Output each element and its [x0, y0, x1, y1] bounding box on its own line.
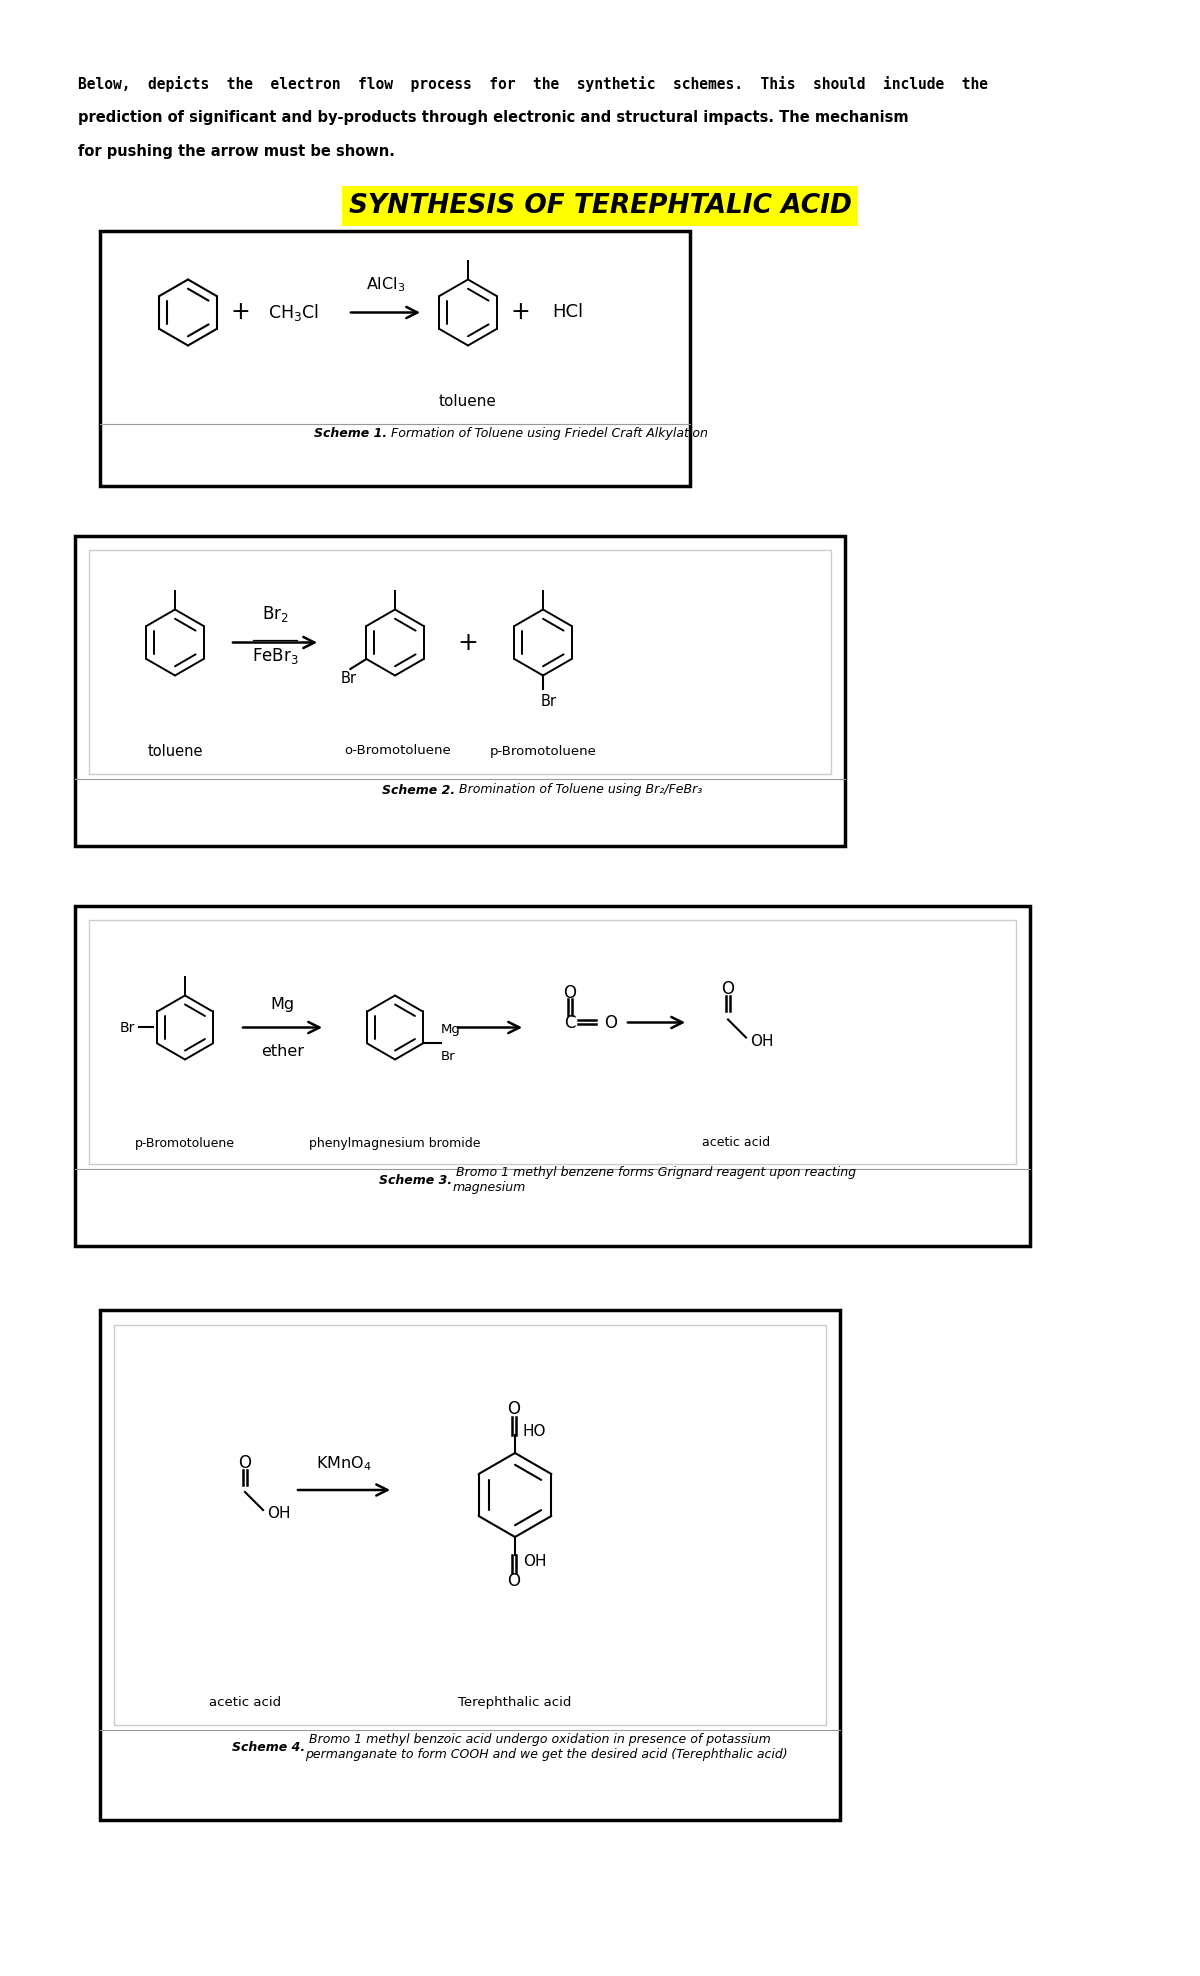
Text: O: O [564, 984, 576, 1002]
Text: acetic acid: acetic acid [702, 1136, 770, 1150]
Text: Bromo 1 methyl benzene forms Grignard reagent upon reacting
magnesium: Bromo 1 methyl benzene forms Grignard re… [452, 1166, 857, 1194]
Bar [89, 921, 1016, 1164]
Text: Br$_2$: Br$_2$ [262, 605, 288, 624]
Text: Scheme 4.: Scheme 4. [232, 1741, 305, 1753]
Bar [114, 1326, 826, 1725]
Bar [100, 1310, 840, 1820]
Text: Br: Br [440, 1049, 455, 1063]
Text: Mg: Mg [270, 996, 294, 1012]
Text: p-Bromotoluene: p-Bromotoluene [490, 745, 596, 757]
Bar [100, 231, 690, 486]
Text: prediction of significant and by-products through electronic and structural impa: prediction of significant and by-product… [78, 111, 908, 124]
Text: KMnO$_4$: KMnO$_4$ [316, 1454, 372, 1472]
Text: O: O [508, 1573, 521, 1591]
Text: Br: Br [341, 672, 356, 686]
Text: HO: HO [523, 1423, 546, 1439]
Text: O: O [239, 1454, 252, 1472]
Text: Mg: Mg [440, 1024, 461, 1037]
Text: p-Bromotoluene: p-Bromotoluene [134, 1136, 235, 1150]
Text: O: O [721, 980, 734, 998]
Text: phenylmagnesium bromide: phenylmagnesium bromide [310, 1136, 481, 1150]
Bar [74, 535, 845, 846]
Text: C: C [564, 1014, 576, 1031]
Text: Scheme 2.: Scheme 2. [382, 784, 455, 796]
Text: Below,  depicts  the  electron  flow  process  for  the  synthetic  schemes.  Th: Below, depicts the electron flow process… [78, 75, 988, 93]
Text: SYNTHESIS OF TEREPHTALIC ACID: SYNTHESIS OF TEREPHTALIC ACID [348, 194, 852, 219]
Text: +: + [510, 300, 530, 324]
Text: OH: OH [266, 1506, 290, 1522]
Text: OH: OH [523, 1553, 546, 1569]
Bar [74, 907, 1030, 1247]
Text: acetic acid: acetic acid [209, 1695, 281, 1709]
Text: CH$_3$Cl: CH$_3$Cl [268, 302, 318, 322]
Bar [89, 549, 830, 775]
Text: toluene: toluene [439, 395, 497, 409]
Text: Formation of Toluene using Friedel Craft Alkylation: Formation of Toluene using Friedel Craft… [386, 427, 708, 441]
Text: HCl: HCl [552, 304, 583, 322]
Text: AlCl$_3$: AlCl$_3$ [366, 277, 406, 294]
Text: ether: ether [262, 1043, 304, 1059]
Text: Scheme 3.: Scheme 3. [379, 1174, 452, 1186]
Text: FeBr$_3$: FeBr$_3$ [252, 646, 299, 666]
Text: +: + [230, 300, 250, 324]
Text: Bromination of Toluene using Br₂/FeBr₃: Bromination of Toluene using Br₂/FeBr₃ [455, 784, 702, 796]
Text: toluene: toluene [148, 743, 203, 759]
Text: O: O [604, 1014, 617, 1031]
Text: O: O [508, 1401, 521, 1419]
Text: o-Bromotoluene: o-Bromotoluene [344, 745, 451, 757]
Text: Br: Br [541, 694, 557, 709]
Text: Bromo 1 methyl benzoic acid undergo oxidation in presence of potassium
permangan: Bromo 1 methyl benzoic acid undergo oxid… [305, 1733, 787, 1761]
Text: for pushing the arrow must be shown.: for pushing the arrow must be shown. [78, 144, 395, 158]
Text: +: + [457, 630, 479, 654]
Text: Scheme 1.: Scheme 1. [314, 427, 386, 441]
Text: OH: OH [750, 1033, 774, 1049]
Text: Br: Br [120, 1020, 134, 1035]
Text: Terephthalic acid: Terephthalic acid [458, 1695, 571, 1709]
